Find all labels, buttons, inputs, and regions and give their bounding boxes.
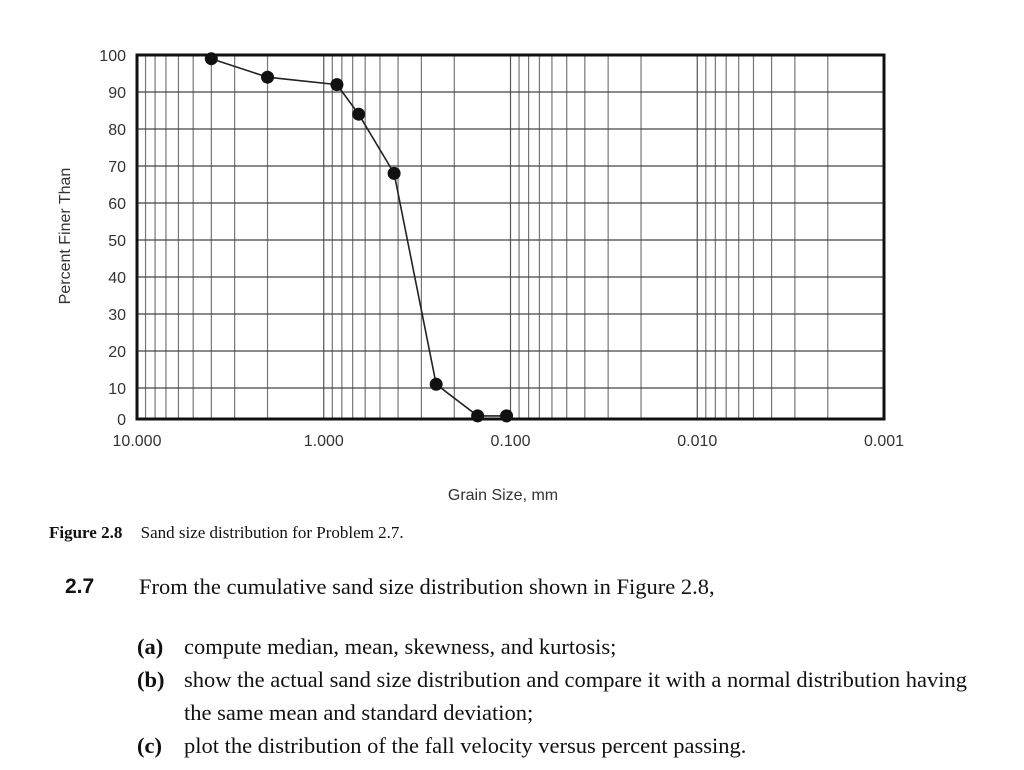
- horizontal-gridlines: [137, 91, 884, 389]
- part-marker: (b): [137, 667, 165, 692]
- y-tick-label: 60: [108, 196, 126, 213]
- part-text: show the actual sand size distribution a…: [184, 667, 967, 725]
- x-tick-label: 0.010: [677, 433, 717, 450]
- x-tick-label: 1.000: [304, 433, 344, 450]
- y-tick-label: 90: [108, 85, 126, 102]
- y-tick-label: 50: [108, 233, 126, 250]
- y-tick-label: 0: [117, 412, 126, 429]
- y-tick-label: 20: [108, 344, 126, 361]
- part-text: compute median, mean, skewness, and kurt…: [184, 634, 617, 659]
- problem-number: 2.7: [65, 575, 95, 598]
- x-tick-label: 0.001: [864, 433, 904, 450]
- problem-part-c: (c) plot the distribution of the fall ve…: [135, 729, 995, 762]
- y-tick-label: 80: [108, 122, 126, 139]
- problem-stem: From the cumulative sand size distributi…: [139, 574, 715, 599]
- data-point: [429, 377, 443, 391]
- data-point: [500, 409, 514, 423]
- problem-part-b: (b) show the actual sand size distributi…: [135, 663, 995, 729]
- data-point: [330, 78, 344, 92]
- grain-size-chart: 0 10 20 30 40 50 60 70 80 90 100 10.000 1.000 0.100 0…: [57, 48, 905, 504]
- figure-caption: Figure 2.8 Sand size distribution for Pr…: [49, 523, 404, 543]
- problem-part-a: (a) compute median, mean, skewness, and …: [135, 630, 995, 663]
- x-axis-tick-labels: 10.000 1.000 0.100 0.010 0.001: [113, 433, 905, 450]
- data-point: [471, 409, 485, 423]
- distribution-curve: [211, 57, 507, 417]
- vertical-gridlines: [144, 55, 829, 419]
- figure-number: Figure 2.8: [49, 523, 123, 542]
- part-marker: (a): [137, 634, 164, 659]
- y-axis-tick-labels: 0 10 20 30 40 50 60 70 80 90 100: [99, 48, 126, 429]
- data-points: [204, 52, 514, 423]
- y-tick-label: 30: [108, 307, 126, 324]
- x-tick-label: 0.100: [490, 433, 530, 450]
- data-point: [204, 52, 218, 66]
- part-marker: (c): [137, 733, 162, 758]
- y-tick-label: 100: [99, 48, 126, 65]
- y-tick-label: 40: [108, 270, 126, 287]
- data-point: [261, 70, 275, 84]
- y-tick-label: 10: [108, 381, 126, 398]
- data-point: [387, 166, 401, 180]
- y-axis-label: Percent Finer Than: [57, 168, 74, 305]
- y-tick-label: 70: [108, 159, 126, 176]
- chart-canvas: 0 10 20 30 40 50 60 70 80 90 100 10.000 1.000 0.100 0…: [57, 48, 905, 504]
- part-text: plot the distribution of the fall veloci…: [184, 733, 747, 758]
- x-axis-label: Grain Size, mm: [448, 487, 558, 504]
- x-tick-label: 10.000: [113, 433, 162, 450]
- figure-caption-text: Sand size distribution for Problem 2.7.: [140, 523, 404, 542]
- data-point: [352, 107, 366, 121]
- problem-parts: (a) compute median, mean, skewness, and …: [135, 630, 995, 762]
